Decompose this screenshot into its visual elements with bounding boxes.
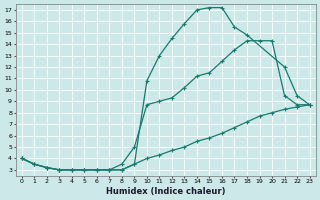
X-axis label: Humidex (Indice chaleur): Humidex (Indice chaleur) [106,187,225,196]
